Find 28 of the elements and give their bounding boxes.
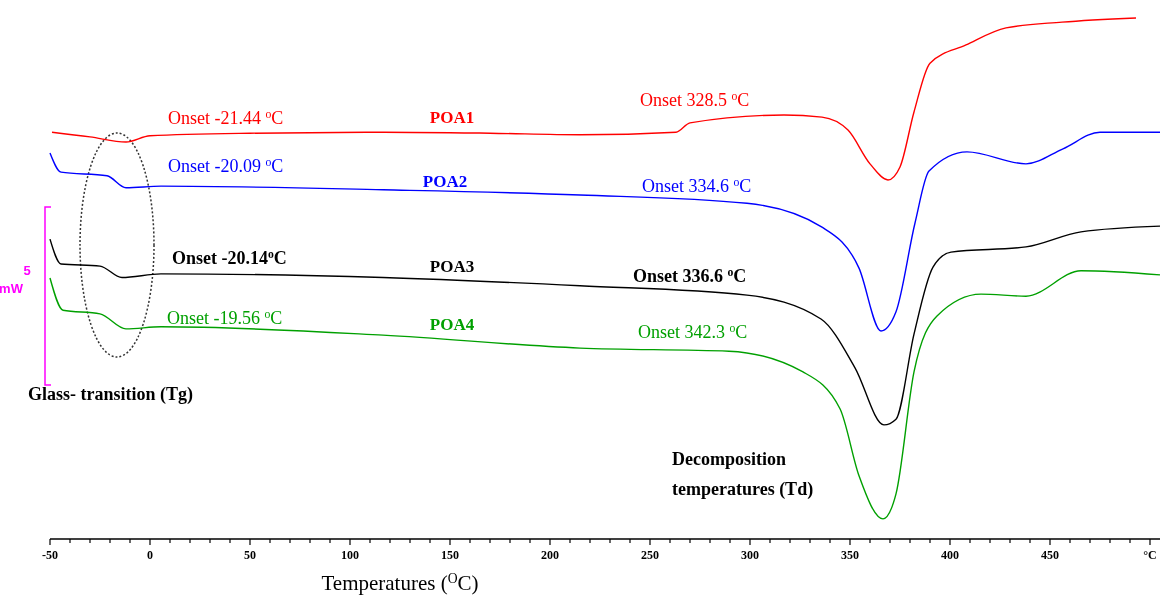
annotation: Onset -20.09 $^{o}$C <box>168 155 284 176</box>
x-tick-label: 300 <box>741 548 759 562</box>
x-tick-label: 450 <box>1041 548 1059 562</box>
x-tick-label: 350 <box>841 548 859 562</box>
annotation: Onset -19.56 $^{o}$C <box>167 307 283 328</box>
x-tick-label: °C <box>1143 548 1157 562</box>
annotation: Onset 336.6 $^{o}$C <box>633 265 747 286</box>
series-label: POA3 <box>429 257 475 276</box>
x-tick-label: 50 <box>244 548 256 562</box>
annotation: Onset 342.3 $^{o}$C <box>638 321 748 342</box>
x-tick-label: 400 <box>941 548 959 562</box>
series-label: POA2 <box>422 172 468 191</box>
annotation: Glass- transition (Tg) <box>28 384 194 405</box>
x-tick-label: 200 <box>541 548 559 562</box>
x-tick-label: 0 <box>147 548 153 562</box>
x-tick-label: 150 <box>441 548 459 562</box>
annotation: Onset 328.5 $^{o}$C <box>640 89 750 110</box>
x-axis-title: Temperatures ($^{O}$C) <box>321 570 479 595</box>
annotation: Onset -20.14$^{o}$C <box>172 247 287 268</box>
annotation: Onset 334.6 $^{o}$C <box>642 175 752 196</box>
annotation: Decomposition temperatures (Td) <box>672 449 814 500</box>
annotation: Onset -21.44 $^{o}$C <box>168 107 284 128</box>
x-tick-label: 100 <box>341 548 359 562</box>
x-tick-label: 250 <box>641 548 659 562</box>
x-tick-label: -50 <box>42 548 58 562</box>
series-label: POA4 <box>429 315 475 334</box>
text: 5 mW <box>0 263 31 296</box>
series-label: POA1 <box>429 108 475 127</box>
